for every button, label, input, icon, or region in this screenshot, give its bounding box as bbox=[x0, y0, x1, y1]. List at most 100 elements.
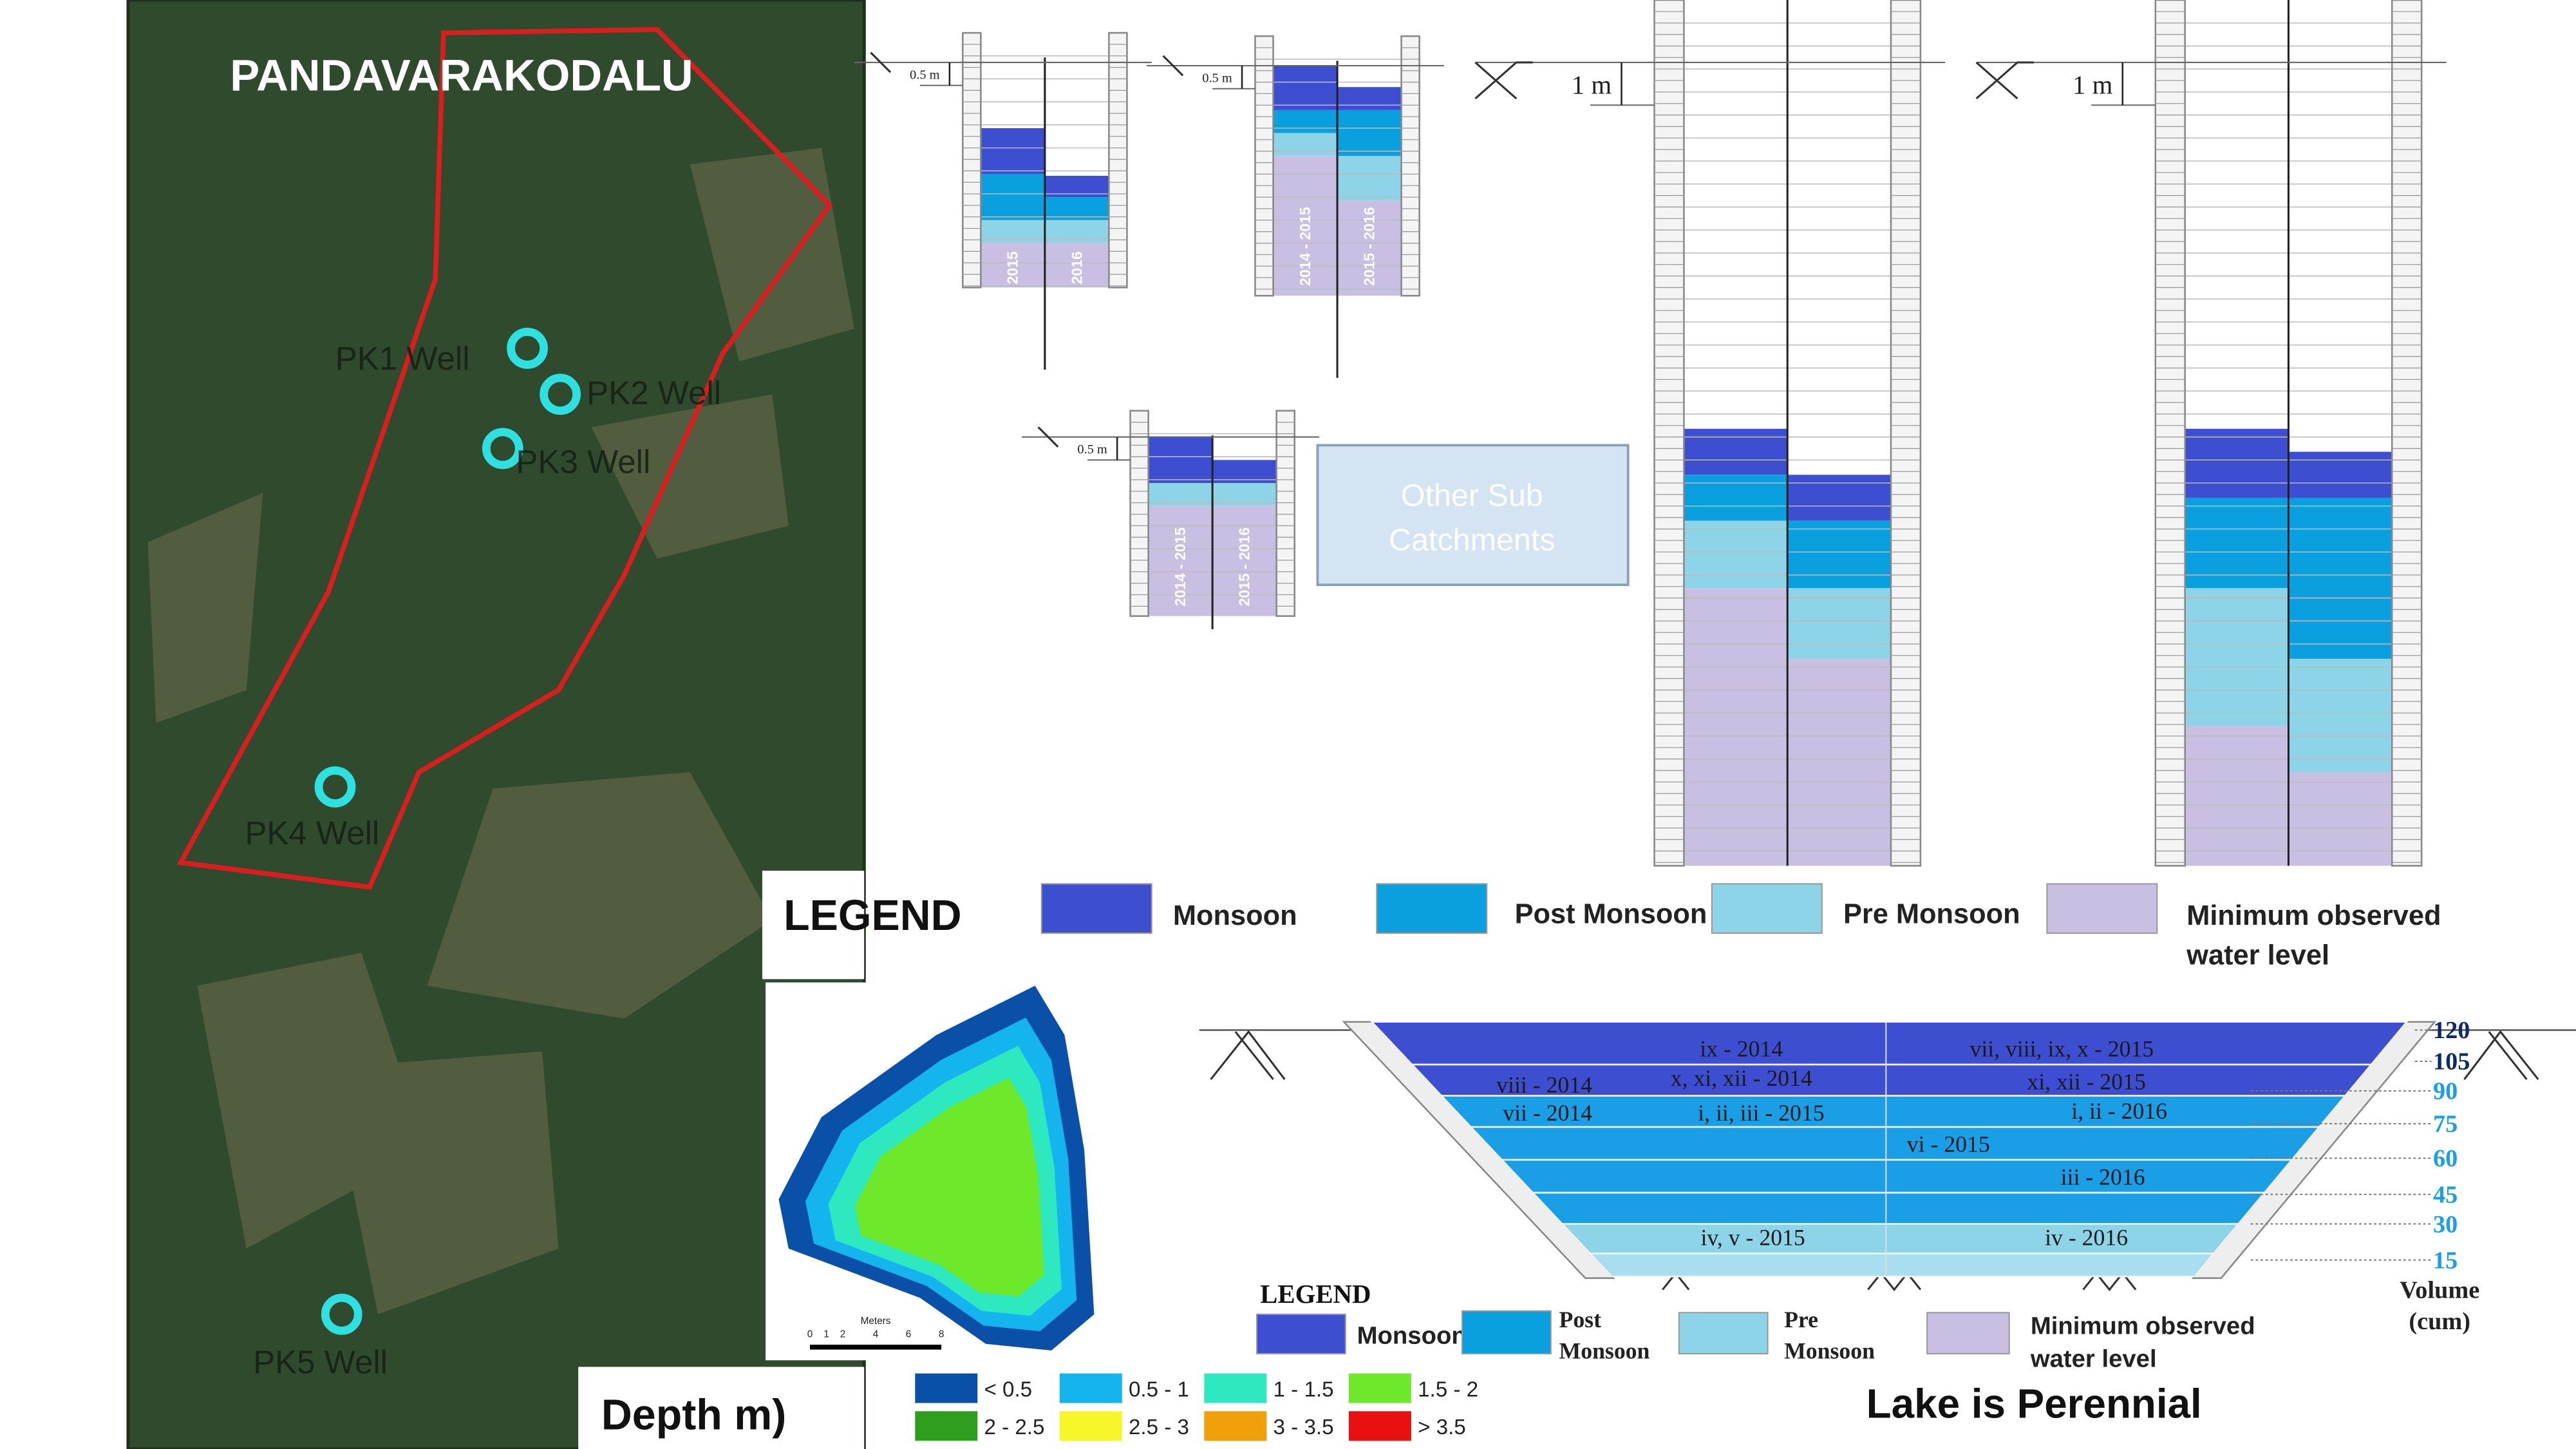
water-level-pre bbox=[1787, 588, 1891, 659]
water-level-min bbox=[1337, 200, 1402, 296]
lake-period-label: iv, v - 2015 bbox=[1700, 1225, 1805, 1251]
brick-wall bbox=[2154, 0, 2186, 867]
year-label: 2016 bbox=[1068, 251, 1085, 284]
depth-swatch bbox=[1348, 1411, 1411, 1441]
water-level-pre bbox=[2288, 658, 2393, 772]
well-label: PK3 Well bbox=[516, 444, 650, 480]
legend-label: Pre Monsoon bbox=[1843, 899, 2020, 930]
ground-hatch bbox=[870, 52, 892, 73]
lake-period-label: ix - 2014 bbox=[1700, 1036, 1783, 1061]
water-level-post bbox=[1787, 520, 1891, 589]
water-level-pre bbox=[2185, 588, 2289, 726]
water-level-post bbox=[1684, 475, 1788, 521]
well-marker bbox=[314, 766, 356, 808]
brick-wall bbox=[1400, 35, 1420, 297]
ground-hatch bbox=[1037, 426, 1059, 448]
well-marker bbox=[321, 1293, 362, 1335]
scale-tick: 6 bbox=[906, 1329, 912, 1340]
year-label: 2014 - 2015 bbox=[1172, 527, 1189, 607]
scale-tick: 1 bbox=[823, 1329, 829, 1340]
depth-title: Depth m) bbox=[601, 1391, 786, 1439]
other-catchments-text: Catchments bbox=[1389, 523, 1556, 558]
map-frame bbox=[126, 0, 866, 1449]
water-level-pre bbox=[1044, 220, 1109, 243]
legend-swatch bbox=[1711, 883, 1823, 934]
volume-tick: 90 bbox=[2433, 1078, 2458, 1105]
water-level-post bbox=[1044, 197, 1109, 220]
water-level-mon bbox=[1337, 87, 1402, 110]
water-level-mon bbox=[981, 128, 1045, 175]
year-label: 2015 bbox=[1004, 251, 1021, 284]
year-label: 2014 - 2015 bbox=[1297, 207, 1313, 286]
brick-wall bbox=[1254, 35, 1274, 297]
depth-label: 0.5 m bbox=[1202, 71, 1232, 86]
legend-label: Post Monsoon bbox=[1515, 899, 1707, 930]
legend-backing bbox=[762, 871, 865, 980]
well-label: PK4 Well bbox=[245, 815, 379, 851]
water-level-min bbox=[2185, 726, 2289, 866]
content: PANDAVARAKODALU PK1 Well PK2 Well PK3 Well P… bbox=[230, 0, 2576, 1449]
well-diagram: 0.5 m 2015 2016 bbox=[854, 32, 1152, 370]
water-level-min bbox=[1684, 588, 1788, 866]
lake-period-label: i, ii, iii - 2015 bbox=[1698, 1100, 1824, 1126]
well-diagram: 1 m bbox=[1975, 0, 2447, 867]
legend-label: Pre bbox=[1784, 1307, 1818, 1332]
ground-hatch bbox=[1162, 55, 1184, 77]
depth-label: 1 m bbox=[1572, 70, 1612, 99]
well-marker bbox=[482, 428, 523, 469]
well-diagram: 0.5 m 2014 - 2015 2015 - 2016 bbox=[1022, 410, 1319, 630]
lake-band bbox=[1500, 1159, 2294, 1194]
legend-title: LEGEND bbox=[784, 892, 961, 940]
legend-swatch bbox=[2046, 883, 2158, 934]
depth-label: 0.5 m bbox=[1077, 442, 1107, 457]
other-catchments-text: Other Sub bbox=[1401, 478, 1543, 513]
volume-tick: 15 bbox=[2433, 1247, 2458, 1274]
lake-period-label: xi, xii - 2015 bbox=[2027, 1068, 2145, 1094]
water-level-min bbox=[1787, 658, 1891, 866]
depth-class-label: 1 - 1.5 bbox=[1274, 1378, 1334, 1401]
well-label: PK2 Well bbox=[587, 375, 721, 412]
water-level-min bbox=[1148, 506, 1213, 616]
depth-swatch bbox=[1059, 1411, 1122, 1441]
lake-period-label: iii - 2016 bbox=[2061, 1164, 2145, 1189]
water-level-pre bbox=[1337, 156, 1402, 201]
well-diagram: 0.5 m 2014 - 2015 2015 - 2016 bbox=[1147, 35, 1444, 378]
lake-period-label: i, ii - 2016 bbox=[2071, 1098, 2167, 1124]
legend-label: Minimum observed bbox=[2186, 900, 2441, 931]
depth-class-label: 3 - 3.5 bbox=[1274, 1416, 1334, 1439]
scale-tick: 4 bbox=[873, 1329, 879, 1340]
legend-label: Minimum observed bbox=[2031, 1312, 2255, 1340]
lake-band bbox=[1530, 1191, 2266, 1225]
depth-class-label: > 3.5 bbox=[1418, 1416, 1466, 1439]
volume-axis-label: Volume bbox=[2400, 1276, 2479, 1303]
lake-period-label: vii - 2014 bbox=[1503, 1100, 1592, 1126]
ground-hatch bbox=[1474, 61, 1533, 100]
depth-swatch bbox=[1204, 1373, 1267, 1403]
brick-wall bbox=[1653, 0, 1685, 867]
water-level-post bbox=[1337, 109, 1402, 156]
depth-class-label: < 0.5 bbox=[984, 1378, 1032, 1401]
water-level-mon bbox=[1148, 437, 1213, 483]
depth-label: 1 m bbox=[2073, 70, 2113, 99]
water-level-pre bbox=[1212, 483, 1277, 506]
depth-swatch bbox=[915, 1373, 978, 1403]
water-level-mon bbox=[1273, 66, 1338, 110]
brick-wall bbox=[1890, 0, 1922, 867]
brick-wall bbox=[2391, 0, 2423, 867]
legend-label: Monsoon bbox=[1173, 900, 1297, 931]
lake-period-label: iv - 2016 bbox=[2045, 1225, 2128, 1251]
water-level-mon bbox=[2185, 428, 2289, 498]
legend-label: water level bbox=[2186, 940, 2329, 971]
water-level-pre bbox=[1684, 520, 1788, 589]
legend-swatch bbox=[1926, 1312, 2010, 1355]
year-label: 2015 - 2016 bbox=[1236, 527, 1253, 607]
scale-label: Meters bbox=[861, 1316, 891, 1327]
lake-band bbox=[1369, 1021, 2409, 1066]
map-title: PANDAVARAKODALU bbox=[230, 50, 693, 100]
water-level-post bbox=[981, 174, 1045, 220]
water-level-mon bbox=[1212, 460, 1277, 483]
legend-swatch bbox=[1461, 1310, 1552, 1355]
depth-swatch bbox=[1348, 1373, 1411, 1403]
water-level-post bbox=[2185, 497, 2289, 589]
